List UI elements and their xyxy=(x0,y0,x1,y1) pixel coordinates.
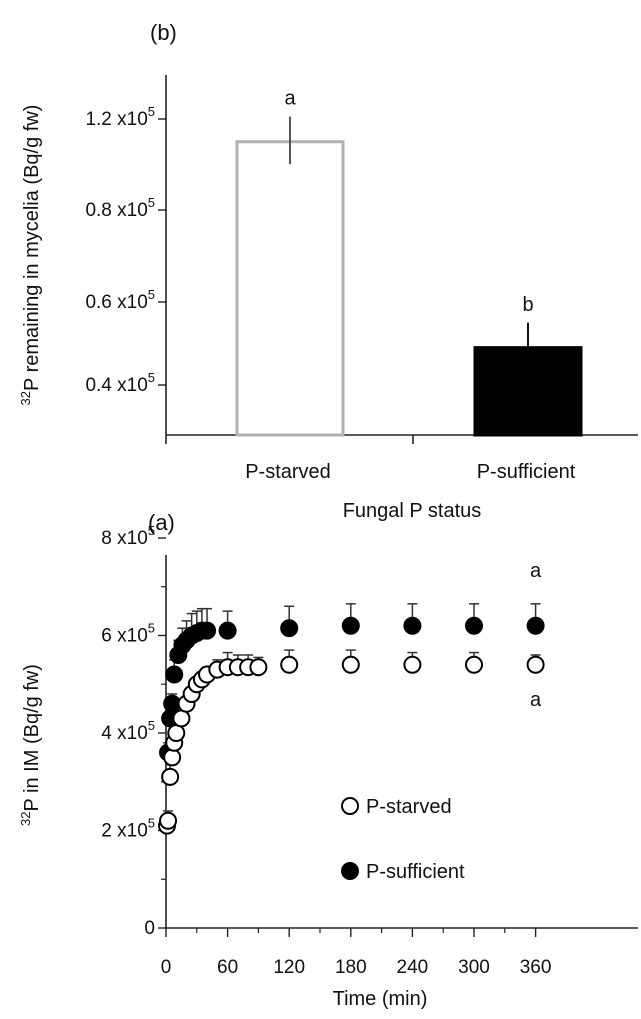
scatter-y-tick-label: 4 x105 xyxy=(101,718,155,744)
scatter-x-tick-label: 180 xyxy=(335,957,367,978)
legend-marker xyxy=(341,862,359,880)
scatter-y-axis-label-isotope: 32 xyxy=(18,811,33,825)
scatter-chart-panel: (a) 32P in IM (Bq/g fw) 8 x105 6 x105 4 x1… xyxy=(18,510,638,1010)
svg-text:32P in IM (Bq/g fw): 32P in IM (Bq/g fw) xyxy=(18,664,43,826)
legend-label: P-starved xyxy=(366,796,452,818)
scatter-x-tick-label: 300 xyxy=(458,957,490,978)
bar-marks: a P-starved b P-sufficient xyxy=(235,88,583,483)
bar-significance-letter: a xyxy=(284,88,296,110)
scatter-point-p-sufficient xyxy=(280,619,299,638)
bar-y-tick-label: 0.4 x105 xyxy=(85,370,155,396)
scatter-point-p-starved xyxy=(249,658,268,677)
legend-label: P-sufficient xyxy=(366,861,465,883)
scatter-x-tick-label: 240 xyxy=(397,957,429,978)
scatter-point-p-starved xyxy=(465,655,483,674)
bar-x-axis-label: Fungal P status xyxy=(343,500,482,522)
scatter-x-tick-label: 360 xyxy=(520,957,552,978)
scatter-point-p-starved xyxy=(161,767,180,786)
scatter-point-p-starved xyxy=(341,655,360,674)
scatter-point-p-starved xyxy=(526,655,545,674)
scatter-point-p-starved xyxy=(172,709,191,728)
bar-y-axis-label: 32P remaining in mycelia (Bq/g fw) xyxy=(18,105,43,406)
scatter-y-tick-label: 2 x105 xyxy=(101,816,155,842)
panel-label-b: (b) xyxy=(150,20,177,45)
legend-marker xyxy=(341,797,359,815)
scatter-x-tick-label: 120 xyxy=(273,957,305,978)
bar-p-starved xyxy=(235,140,345,437)
scatter-point-p-starved xyxy=(403,655,422,674)
bar-significance-letter: b xyxy=(522,294,533,316)
scatter-y-tick-label: 8 x105 xyxy=(101,523,155,549)
bar-y-tick-label: 1.2 x105 xyxy=(85,104,155,130)
scatter-marks: aa xyxy=(158,560,545,835)
bar-p-sufficient xyxy=(473,346,583,437)
scatter-point-p-sufficient xyxy=(465,616,483,635)
scatter-point-p-sufficient xyxy=(341,616,360,635)
scatter-point-p-starved xyxy=(163,748,182,767)
scatter-point-p-sufficient xyxy=(165,665,184,684)
scatter-y-axis-label-text: P in IM (Bq/g fw) xyxy=(21,664,43,811)
bar-y-axis-label-text: P remaining in mycelia (Bq/g fw) xyxy=(21,105,43,391)
scatter-x-tick-label: 60 xyxy=(217,957,238,978)
scatter-y-tick-label: 0 xyxy=(144,918,155,939)
scatter-legend: P-starved P-sufficient xyxy=(341,796,465,883)
scatter-point-p-starved xyxy=(167,724,186,742)
scatter-x-axis-label: Time (min) xyxy=(333,988,428,1010)
scatter-y-axis-label: 32P in IM (Bq/g fw) xyxy=(18,664,43,826)
scatter-significance-letter: a xyxy=(530,560,542,582)
scatter-point-p-sufficient xyxy=(403,616,422,635)
scatter-point-p-starved xyxy=(159,811,178,830)
scatter-point-p-starved xyxy=(280,655,299,674)
scatter-x-tick-label: 0 xyxy=(161,957,172,978)
bar-y-tick-label: 0.8 x105 xyxy=(85,195,155,221)
scatter-y-tick-label: 6 x105 xyxy=(101,621,155,647)
bar-category-label: P-sufficient xyxy=(477,461,576,483)
svg-text:32P remaining in mycelia (Bq/g: 32P remaining in mycelia (Bq/g fw) xyxy=(18,105,43,406)
bar-category-label: P-starved xyxy=(245,461,331,483)
panel-label-a: (a) xyxy=(148,510,175,535)
scatter-significance-letter: a xyxy=(530,689,542,711)
bar-y-tick-label: 0.6 x105 xyxy=(85,287,155,313)
scatter-point-p-sufficient xyxy=(526,616,545,635)
scatter-axes: 8 x105 6 x105 4 x105 2 x105 00 60 120 180 240 300… xyxy=(101,523,638,978)
scatter-point-p-sufficient xyxy=(218,621,237,640)
scatter-point-p-sufficient xyxy=(198,621,217,640)
bar-y-axis-label-isotope: 32 xyxy=(18,391,33,405)
bar-chart-panel: (b) 32P remaining in mycelia (Bq/g fw) 1… xyxy=(18,20,638,522)
